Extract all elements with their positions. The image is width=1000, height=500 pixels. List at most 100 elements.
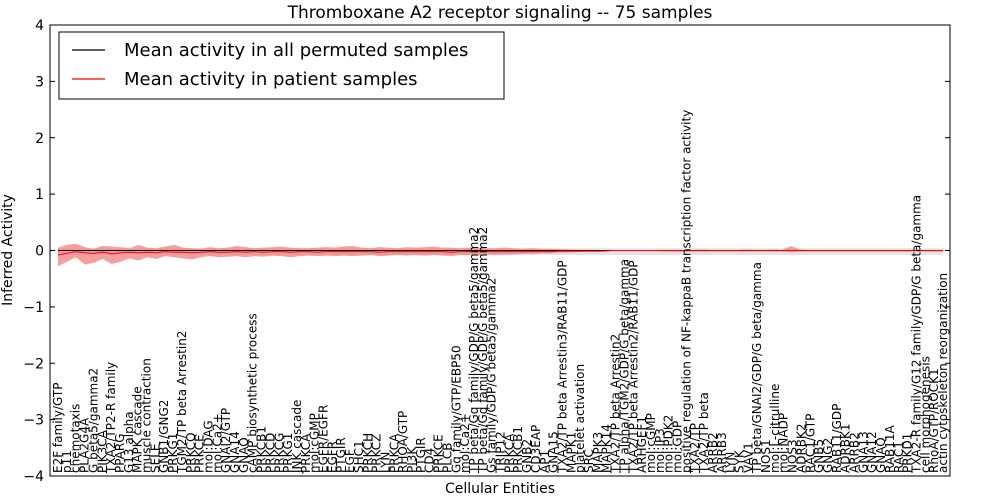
entity-label: TGM2/TP beta Arrestin2 — [175, 331, 189, 474]
legend-frame — [58, 31, 505, 100]
entity-label: chemotaxis — [69, 404, 83, 473]
entity-label: PRKG1 — [166, 433, 180, 473]
legend-label-patient: Mean activity in patient samples — [124, 69, 418, 90]
entity-label: TXA2/TP2-R family — [104, 362, 118, 474]
entity-label: Gq family/GTP/EBP50 — [449, 345, 463, 473]
entity-label: PI3K — [405, 446, 419, 473]
entity-label: mol:cGMP — [308, 413, 322, 473]
entity-label: JNK cascade — [290, 400, 304, 474]
y-tick-label: −3 — [23, 413, 44, 429]
entity-label: GNAQ — [237, 437, 251, 473]
entity-label: EGFR/EGFR — [317, 405, 331, 473]
entity-label: SRC — [582, 449, 596, 473]
entity-label: MAPK3 — [591, 432, 605, 473]
entity-label: p11 — [60, 450, 74, 473]
entity-label: TP beta/Gq family/GDP/G beta5/gamma2 — [476, 227, 490, 474]
entity-label: positive regulation of NF-kappaB transcr… — [679, 110, 693, 473]
y-tick-label: 3 — [35, 74, 44, 90]
entity-label: actin cytoskeleton reorganization — [936, 273, 950, 473]
entity-label: LYN — [378, 452, 392, 473]
x-axis-label: Cellular Entities — [445, 481, 555, 497]
entity-label: LYN — [724, 452, 738, 473]
entity-label: RHOA/GTP — [396, 411, 410, 473]
entity-label: PTGIR — [334, 437, 348, 473]
entity-label: G beta5/gamma2 — [86, 368, 100, 473]
y-tick-label: 1 — [35, 187, 44, 203]
entity-label: Gs family/GDP/G beta5/gamma2 — [485, 278, 499, 473]
entity-label: SHC1 — [352, 440, 366, 473]
entity-label: PRKCA — [502, 433, 516, 473]
entity-label: mol:cGMP — [644, 413, 658, 473]
entity-label: MAPK1 — [564, 432, 578, 473]
entity-label: mol:DAG — [201, 420, 215, 473]
entity-label: TXA2/TP beta Arrestin2/RAB11/GDP — [626, 260, 640, 474]
entity-label: PRKCE — [193, 434, 207, 473]
entity-label: GNA13 — [856, 431, 870, 473]
entity-label: RAC1 — [892, 441, 906, 473]
entity-label: PLCB — [440, 442, 454, 473]
entity-label: PPARG — [113, 433, 127, 473]
entity-label: PLA2G4A — [78, 417, 92, 473]
entity-label: ARRB2 — [848, 432, 862, 473]
entity-label: NOS1 — [759, 439, 773, 473]
entity-label: PRKCB1 — [255, 426, 269, 473]
entity-label: GNB2 — [520, 439, 534, 473]
entity-label: PRKCH — [361, 433, 375, 473]
patient-band-layer — [58, 243, 943, 267]
entity-label: GNA12 — [865, 431, 879, 473]
entity-label: PIK3CA — [95, 429, 109, 473]
entity-label: muscle contraction — [140, 358, 154, 473]
entity-label: SYK — [732, 449, 746, 473]
entity-label: ADRBK1 — [839, 423, 853, 473]
entity-label: mol:Ca2+ — [210, 413, 224, 473]
legend-label-permuted: Mean activity in all permuted samples — [124, 40, 468, 61]
entity-label: CD4 — [423, 448, 437, 473]
entity-label: mol:PDK2 — [662, 415, 676, 473]
y-tick-label: 0 — [35, 244, 44, 260]
entity-label: PTGIR — [414, 437, 428, 473]
entity-label: EGF — [343, 449, 357, 473]
y-tick-label: 2 — [35, 131, 44, 147]
entity-label: mol:IP3 — [653, 428, 667, 473]
series-layer — [57, 250, 943, 256]
entity-label: RAC1/GTP — [803, 414, 817, 473]
entity-label: PRKCA — [387, 433, 401, 473]
entity-label: TXA2/TP beta Arrestin2 — [609, 334, 623, 474]
y-tick-label: 4 — [35, 18, 44, 34]
entity-label: GNB1/GNG2 — [157, 400, 171, 473]
entity-label: ADRBK2 — [794, 423, 808, 473]
entity-label: mol:NADP — [777, 413, 791, 473]
entity-label: CD3EAP — [529, 425, 543, 473]
entity-label: G13 alpha — [122, 411, 136, 473]
entity-label: GNA15 — [547, 431, 561, 473]
entity-label: mol:Ca2+ — [458, 413, 472, 473]
entity-label: TXA2/TP — [688, 423, 702, 474]
plot-frame — [49, 24, 951, 477]
entity-label: GNA14 — [228, 431, 242, 473]
entity-label: TP beta/Gq family/GDP/G beta5/gamma2 — [467, 227, 481, 474]
entity-label: TRIP12 — [494, 431, 508, 474]
entity-label: PRKCQ — [184, 432, 198, 473]
entity-label: cAMP biosynthetic process — [246, 313, 260, 473]
y-axis-label: Inferred Activity — [0, 194, 16, 306]
axis-layer: −4 −3 −2 −1 0 1 2 3 4 — [23, 18, 950, 485]
entity-label: PRKCD — [263, 433, 277, 473]
entity-label: RAB11/GDP — [830, 404, 844, 473]
entity-label: TXA2/TP beta — [697, 392, 711, 474]
entity-label: TP beta/GNAI2/GDP/G beta/gamma — [750, 262, 764, 474]
entity-label: platelet activation — [573, 364, 587, 473]
entity-label: NOS3 — [786, 439, 800, 473]
entity-label: cell morphogenesis — [918, 356, 932, 473]
patient-confidence-band — [58, 243, 943, 267]
entity-label: mol:GDP — [671, 421, 685, 473]
y-tick-label: −1 — [23, 300, 44, 316]
entity-label: RhoA/GTP/ROCK1 — [927, 368, 941, 473]
entity-label: PRKD1 — [901, 433, 915, 473]
entity-label: SELE — [148, 444, 162, 473]
entity-label: TXA2-R family/G12 family/GDP/G beta/gamm… — [909, 195, 923, 474]
entity-label: MAPK14 — [600, 424, 614, 473]
entity-label: GNG2 — [821, 438, 835, 473]
entity-label: VAV1 — [741, 442, 755, 473]
